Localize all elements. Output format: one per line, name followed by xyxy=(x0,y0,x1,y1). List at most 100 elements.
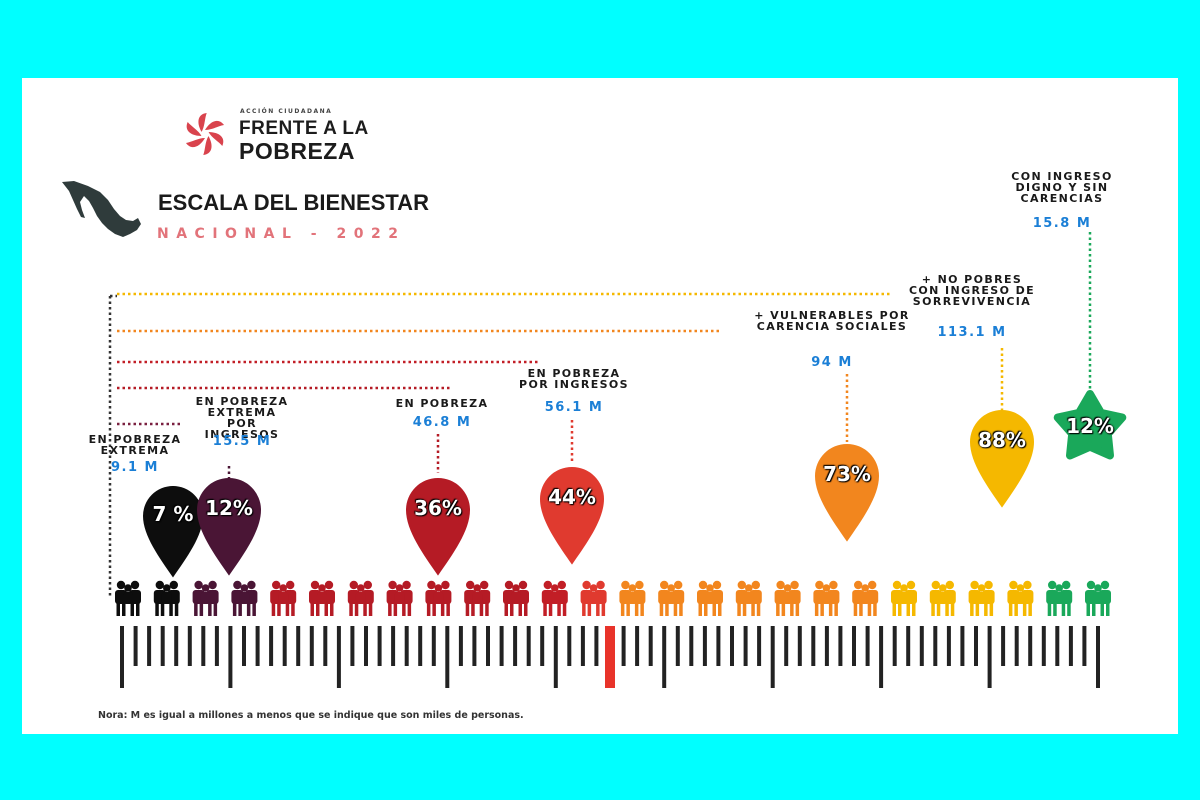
ruler-tick xyxy=(120,626,124,688)
ruler-tick xyxy=(594,626,599,666)
ruler-tick xyxy=(580,626,585,666)
ruler-tick xyxy=(242,626,246,666)
person-group-icon xyxy=(968,580,995,616)
category-label-pobreza-extrema-ingresos: EN POBREZA EXTREMA POR INGRESOS xyxy=(195,395,289,441)
ruler-tick xyxy=(282,626,287,666)
person-group-icon xyxy=(735,580,762,616)
ruler-tick xyxy=(838,626,843,666)
category-label-vulnerables: + VULNERABLES POR CARENCIA SOCIALES xyxy=(754,309,910,333)
person-group-icon xyxy=(1007,580,1034,616)
person-group-icon xyxy=(619,580,646,616)
ruler-tick xyxy=(1014,626,1019,666)
ruler-tick xyxy=(662,626,667,688)
ruler-tick xyxy=(350,626,355,666)
ruler-tick xyxy=(309,626,314,666)
ruler-tick xyxy=(1055,626,1060,666)
logo-line-2: POBREZA xyxy=(239,138,355,164)
ruler-tick xyxy=(730,626,734,666)
ruler-tick xyxy=(377,626,382,666)
category-pin-vulnerables xyxy=(815,444,879,542)
person-group-icon xyxy=(309,580,335,616)
ruler-tick xyxy=(716,626,721,666)
ruler-tick xyxy=(757,626,762,666)
category-percent-no-pobres: 88% xyxy=(978,428,1026,452)
person-group-icon xyxy=(386,580,413,616)
footnote: Nora: M es igual a millones a menos que … xyxy=(98,710,524,721)
person-group-icon xyxy=(270,580,297,616)
ruler-tick xyxy=(879,626,884,688)
ruler-tick xyxy=(323,626,328,666)
ruler-tick xyxy=(336,626,341,688)
ruler-tick xyxy=(228,626,233,688)
person-group-icon xyxy=(541,580,568,616)
category-label-no-pobres: + NO POBRES CON INGRESO DE SORREVIVENCIA xyxy=(908,273,1036,308)
person-group-icon xyxy=(347,580,374,616)
mexico-map-icon xyxy=(62,181,141,237)
ruler-tick xyxy=(431,626,436,666)
ruler-tick xyxy=(946,626,951,666)
ruler-tick xyxy=(187,626,192,666)
ruler-tick xyxy=(269,626,274,666)
ruler-tick xyxy=(147,626,152,666)
category-percent-pobreza-extrema-ingresos: 12% xyxy=(205,496,253,520)
ruler-tick xyxy=(824,626,829,666)
ruler-tick xyxy=(499,626,504,666)
category-value-pobreza-extrema-ingresos: 15.5 M xyxy=(212,434,272,449)
person-group-icon xyxy=(697,580,723,616)
logo-tagline: ACCIÓN CIUDADANA xyxy=(240,108,333,115)
category-label-ingreso-digno: CON INGRESO DIGNO Y SIN CARENCIAS xyxy=(1011,170,1113,205)
person-group-icon xyxy=(425,580,452,616)
person-group-icon xyxy=(464,580,491,616)
ruler-tick xyxy=(160,626,165,666)
ruler-tick xyxy=(675,626,680,666)
flower-logo-icon xyxy=(186,113,224,155)
person-group-icon xyxy=(580,580,607,616)
ruler-tick xyxy=(811,626,816,666)
ruler-tick xyxy=(418,626,423,666)
ruler-tick xyxy=(1041,626,1046,666)
ruler-tick xyxy=(892,626,897,666)
ruler-tick xyxy=(1001,626,1006,666)
ruler-tick xyxy=(364,626,368,666)
category-pin-pobreza-extrema xyxy=(143,486,203,578)
person-group-icon xyxy=(192,580,219,616)
category-star-ingreso-digno xyxy=(1053,390,1127,460)
ruler-tick xyxy=(445,626,450,688)
person-group-icon xyxy=(503,580,529,616)
category-percent-pobreza-ingresos: 44% xyxy=(548,485,596,509)
page-title: ESCALA DEL BIENESTAR xyxy=(158,190,429,215)
category-label-pobreza-ingresos: EN POBREZA POR INGRESOS xyxy=(518,367,630,391)
category-value-ingreso-digno: 15.8 M xyxy=(1032,216,1092,231)
ruler-tick xyxy=(567,626,572,666)
ruler-tick xyxy=(933,626,938,666)
category-percent-vulnerables: 73% xyxy=(823,462,871,486)
person-group-icon xyxy=(153,580,180,616)
ruler-tick xyxy=(743,626,748,666)
ruler-tick xyxy=(621,626,626,666)
ruler-tick xyxy=(784,626,789,666)
category-value-pobreza: 46.8 M xyxy=(412,415,472,430)
ruler-tick xyxy=(486,626,490,666)
ruler-tick xyxy=(513,626,518,666)
category-value-no-pobres: 113.1 M xyxy=(937,325,1007,340)
ruler-tick xyxy=(919,626,924,666)
person-group-icon xyxy=(929,580,956,616)
logo-line-1: FRENTE A LA xyxy=(239,118,369,139)
ruler-tick xyxy=(635,626,640,666)
category-percent-pobreza: 36% xyxy=(414,496,462,520)
ruler-tick xyxy=(1068,626,1073,666)
category-label-pobreza-extrema: EN POBREZA EXTREMA xyxy=(88,433,182,457)
ruler-tick xyxy=(987,626,992,688)
ruler-tick xyxy=(1028,626,1033,666)
ruler-tick xyxy=(1096,626,1100,688)
ruler-tick xyxy=(974,626,978,666)
ruler-tick xyxy=(404,626,409,666)
category-label-pobreza: EN POBREZA xyxy=(395,397,489,410)
ruler-tick xyxy=(133,626,138,666)
ruler-tick xyxy=(648,626,653,666)
category-pin-pobreza-ingresos xyxy=(540,467,604,565)
person-group-icon xyxy=(852,580,879,616)
ruler-tick xyxy=(391,626,396,666)
ruler-tick xyxy=(472,626,477,666)
ruler-tick xyxy=(797,626,802,666)
